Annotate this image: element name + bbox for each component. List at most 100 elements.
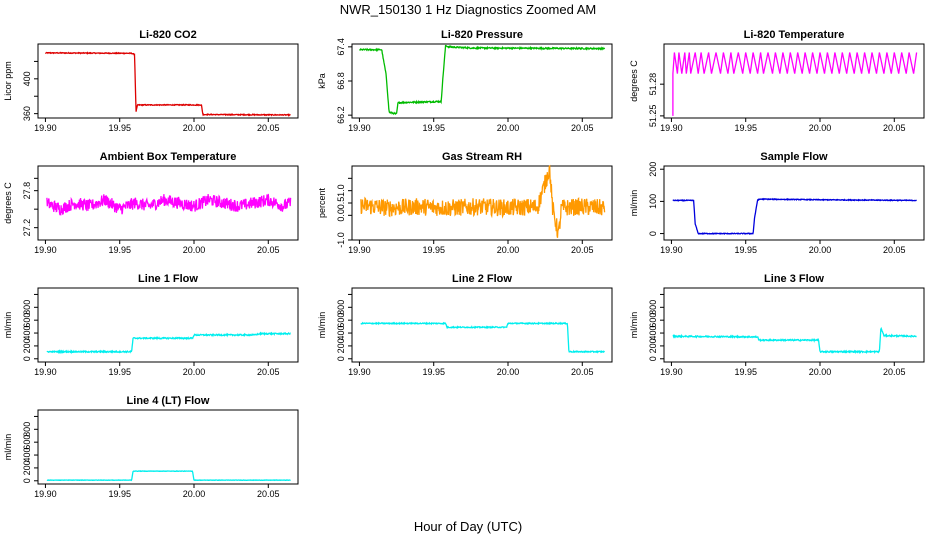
y-tick-label: 400 — [22, 448, 32, 463]
plot-frame — [37, 43, 299, 119]
figure-title: NWR_150130 1 Hz Diagnostics Zoomed AM — [340, 2, 597, 17]
x-tick-label: 20.05 — [257, 489, 280, 499]
series-line — [46, 469, 291, 482]
chart-panel: Ambient Box Temperature degrees C 19.90 19.… — [3, 151, 299, 255]
y-tick-label: 200 — [336, 338, 346, 353]
chart-panel: Line 2 Flow ml/min 19.90 19.95 20.00 20.05 0 20… — [317, 273, 613, 377]
x-tick-label: 19.90 — [34, 245, 57, 255]
y-tick-label: 200 — [22, 460, 32, 475]
x-tick-label: 19.90 — [660, 245, 683, 255]
y-tick-label: 400 — [648, 326, 658, 341]
chart-title: Line 4 (LT) Flow — [127, 395, 210, 407]
y-tick-label: 400 — [22, 71, 32, 86]
x-tick-label: 20.05 — [571, 367, 594, 377]
x-tick-label: 19.90 — [660, 123, 683, 133]
x-tick-label: 19.95 — [108, 245, 131, 255]
y-tick-label: 0 — [22, 356, 32, 361]
y-axis-label: ml/min — [629, 312, 639, 339]
plot-frame — [351, 287, 613, 363]
y-tick-label: 600 — [336, 313, 346, 328]
x-tick-label: 20.00 — [183, 123, 206, 133]
x-tick-label: 19.95 — [108, 489, 131, 499]
y-tick-label: 800 — [336, 300, 346, 315]
plot-frame — [663, 287, 925, 363]
x-tick-label: 19.95 — [734, 367, 757, 377]
y-tick-label: 800 — [22, 422, 32, 437]
y-tick-label: 800 — [648, 300, 658, 315]
y-tick-label: 200 — [648, 338, 658, 353]
chart-panel: Li-820 CO2 Licor ppm 19.90 19.95 20.00 20.05 3… — [3, 29, 299, 133]
plot-frame — [351, 43, 613, 119]
series-line — [44, 51, 291, 117]
plot-frame — [37, 287, 299, 363]
x-tick-label: 20.00 — [183, 367, 206, 377]
x-tick-label: 19.95 — [108, 367, 131, 377]
x-tick-label: 19.90 — [34, 489, 57, 499]
x-tick-label: 20.00 — [183, 245, 206, 255]
chart-title: Gas Stream RH — [442, 151, 522, 163]
y-axis-label: degrees C — [3, 182, 13, 224]
x-tick-label: 20.05 — [257, 245, 280, 255]
chart-title: Sample Flow — [760, 151, 828, 163]
y-tick-label: 0 — [648, 231, 658, 236]
y-tick-label: 1.0 — [336, 184, 346, 197]
x-tick-label: 20.05 — [257, 367, 280, 377]
y-tick-label: 0.5 — [336, 197, 346, 210]
x-tick-label: 20.05 — [883, 245, 906, 255]
chart-panel: Gas Stream RH percent 19.90 19.95 20.00 20.05… — [317, 151, 613, 255]
x-tick-label: 20.00 — [809, 367, 832, 377]
y-tick-label: 200 — [648, 162, 658, 177]
y-tick-label: 600 — [648, 313, 658, 328]
series-line — [46, 193, 292, 216]
y-tick-label: 600 — [22, 313, 32, 328]
series-line — [672, 52, 918, 116]
y-axis-label: degrees C — [629, 60, 639, 102]
x-tick-label: 19.95 — [422, 367, 445, 377]
chart-panel: Li-820 Temperature degrees C 19.90 19.95 20.… — [629, 29, 925, 133]
plot-frame — [37, 165, 299, 241]
x-tick-label: 20.05 — [883, 123, 906, 133]
series-line — [360, 164, 606, 238]
plot-frame — [37, 409, 299, 485]
chart-panel: Sample Flow ml/min 19.90 19.95 20.00 20.05 0 10… — [629, 151, 925, 255]
series-line — [672, 326, 917, 355]
y-tick-label: 27.8 — [22, 182, 32, 200]
figure-xlabel: Hour of Day (UTC) — [414, 519, 522, 534]
chart-panel: Line 4 (LT) Flow ml/min 19.90 19.95 20.00 20.… — [3, 395, 299, 499]
x-tick-label: 20.00 — [183, 489, 206, 499]
x-tick-label: 19.90 — [348, 123, 371, 133]
y-tick-label: 800 — [22, 300, 32, 315]
y-tick-label: 0 — [336, 356, 346, 361]
chart-title: Li-820 Temperature — [744, 29, 845, 41]
chart-title: Line 2 Flow — [452, 273, 512, 285]
y-axis-label: ml/min — [3, 434, 13, 461]
x-tick-label: 19.90 — [348, 245, 371, 255]
y-tick-label: 51.25 — [648, 105, 658, 128]
x-tick-label: 20.05 — [883, 367, 906, 377]
y-tick-label: 66.8 — [336, 72, 346, 90]
x-tick-label: 20.00 — [497, 245, 520, 255]
chart-title: Line 3 Flow — [764, 273, 824, 285]
y-tick-label: 0 — [648, 356, 658, 361]
y-tick-label: 0 — [22, 478, 32, 483]
y-tick-label: 100 — [648, 194, 658, 209]
y-axis-label: ml/min — [317, 312, 327, 339]
chart-panel: Li-820 Pressure kPa 19.90 19.95 20.00 20.05 66… — [317, 29, 613, 133]
x-tick-label: 19.95 — [422, 123, 445, 133]
y-tick-label: 51.28 — [648, 73, 658, 96]
series-line — [672, 197, 917, 236]
y-tick-label: -1.0 — [336, 232, 346, 248]
x-tick-label: 19.90 — [660, 367, 683, 377]
y-tick-label: 27.2 — [22, 219, 32, 237]
x-tick-label: 20.00 — [497, 123, 520, 133]
x-tick-label: 19.95 — [422, 245, 445, 255]
chart-title: Line 1 Flow — [138, 273, 198, 285]
x-tick-label: 20.05 — [571, 123, 594, 133]
chart-panel: Line 3 Flow ml/min 19.90 19.95 20.00 20.05 0 20… — [629, 273, 925, 377]
x-tick-label: 20.00 — [809, 245, 832, 255]
y-tick-label: 200 — [22, 338, 32, 353]
y-tick-label: 67.4 — [336, 38, 346, 56]
x-tick-label: 19.95 — [734, 245, 757, 255]
y-tick-label: 600 — [22, 435, 32, 450]
